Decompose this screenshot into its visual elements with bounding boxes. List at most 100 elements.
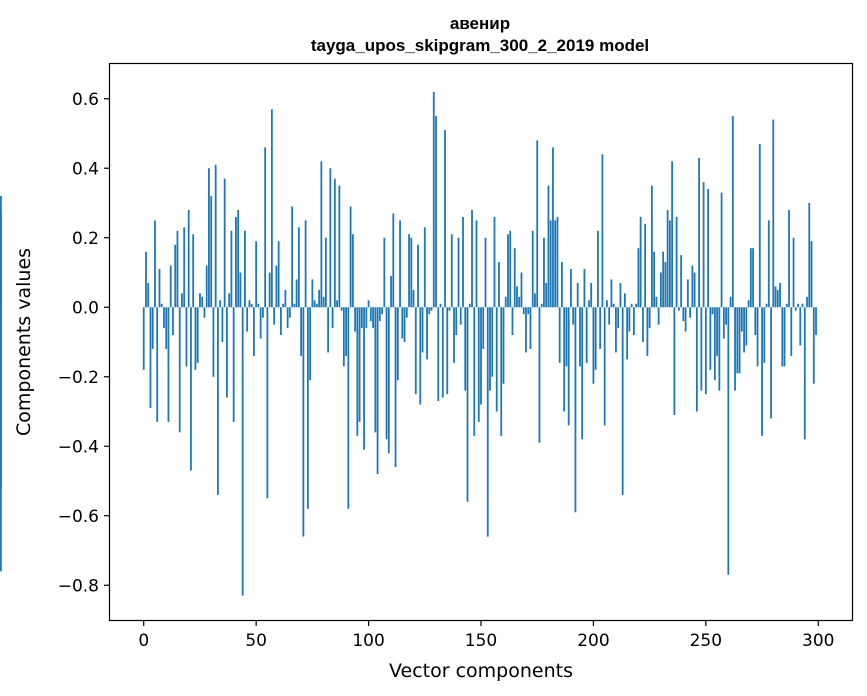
bar-29 — [208, 168, 210, 308]
bar-203 — [599, 307, 602, 349]
bar-19 — [185, 307, 188, 367]
bar-24 — [196, 307, 199, 363]
bar-39 — [230, 230, 233, 308]
x-tick-label: 250 — [690, 631, 722, 651]
bar-179 — [545, 282, 548, 308]
bar-222 — [641, 307, 644, 342]
bar-82 — [327, 307, 329, 353]
bar-111 — [392, 213, 395, 308]
x-tick-label: 200 — [577, 631, 609, 651]
bar-255 — [716, 307, 718, 356]
bar-6 — [156, 307, 159, 422]
bar-26 — [201, 296, 204, 308]
bar-41 — [235, 216, 237, 308]
y-tick-label: 0.2 — [72, 229, 99, 249]
bar-296 — [808, 203, 811, 308]
y-tick-label: 0.4 — [72, 159, 99, 179]
bar-240 — [682, 307, 685, 322]
bar-227 — [653, 251, 656, 308]
bar-264 — [736, 307, 739, 374]
bar-193 — [576, 282, 579, 308]
bar-137 — [450, 234, 453, 308]
bar-250 — [704, 307, 707, 395]
bar-239 — [680, 255, 683, 308]
bar-285 — [783, 307, 786, 367]
bar-62 — [282, 303, 285, 308]
bar-160 — [502, 307, 505, 384]
bar-35 — [221, 307, 224, 342]
bar-74 — [309, 307, 312, 381]
bar-205 — [603, 307, 606, 426]
bar-188 — [565, 307, 568, 367]
bar-206 — [606, 300, 608, 308]
bar-122 — [417, 244, 419, 308]
bar-33 — [217, 307, 219, 495]
bar-229 — [657, 307, 660, 325]
bar-277 — [765, 303, 768, 308]
bar-272 — [754, 307, 757, 336]
bar-18 — [183, 227, 186, 308]
bar-299 — [815, 307, 817, 336]
bar-181 — [549, 220, 552, 308]
bar-144 — [466, 307, 469, 502]
bar-115 — [401, 307, 404, 339]
bar-37 — [226, 307, 228, 398]
bar-278 — [767, 220, 770, 308]
bar-51 — [257, 303, 260, 308]
bar-46 — [246, 307, 249, 332]
bar-120 — [412, 289, 415, 308]
bar-34 — [219, 300, 222, 308]
bar-135 — [446, 307, 449, 395]
bar-190 — [570, 269, 572, 308]
bar-241 — [684, 307, 687, 332]
bar-242 — [686, 279, 689, 308]
x-axis-ticks: 0 50 100 150 200 250 300 — [138, 620, 834, 651]
bar-195 — [581, 307, 584, 440]
bar-156 — [493, 216, 496, 308]
bar-9 — [163, 307, 165, 329]
bar-98 — [363, 307, 365, 450]
bar-108 — [385, 307, 388, 440]
bar-8 — [160, 303, 163, 308]
bar-225 — [648, 307, 651, 329]
bar-21 — [190, 307, 192, 471]
bar-103 — [374, 307, 377, 433]
bar-209 — [612, 303, 615, 308]
bar-164 — [511, 307, 514, 336]
bar-70 — [300, 307, 303, 356]
bar-200 — [592, 307, 595, 384]
bar-109 — [387, 307, 390, 454]
bar-232 — [664, 262, 667, 308]
bar-199 — [590, 282, 593, 308]
bar-220 — [637, 248, 640, 308]
bar-13 — [172, 307, 174, 336]
y-axis-ticks: 0.6 0.4 0.2 0.0 −0.2 −0.4 −0.6 −0.8 — [58, 90, 110, 596]
bar-15 — [176, 230, 179, 308]
bar-202 — [597, 230, 599, 308]
bar-105 — [378, 307, 381, 322]
bar-106 — [381, 307, 383, 315]
bar-157 — [495, 307, 498, 412]
bar-59 — [275, 265, 278, 308]
bar-294 — [803, 307, 806, 440]
bar-85 — [333, 178, 336, 308]
bar-112 — [394, 307, 397, 468]
y-tick-label: 0.6 — [72, 90, 99, 110]
bar-53 — [262, 307, 264, 318]
bar-139 — [455, 307, 458, 336]
bar-136 — [448, 307, 451, 311]
bar-172 — [529, 307, 532, 349]
bar-251 — [707, 189, 709, 308]
bar-271 — [752, 248, 754, 308]
bar-150 — [480, 307, 482, 405]
bar-249 — [702, 182, 705, 308]
bar-4 — [151, 307, 154, 349]
bar-58 — [273, 307, 276, 325]
bar-52 — [259, 307, 262, 339]
bar-119 — [410, 237, 413, 308]
bar-268 — [745, 307, 748, 346]
bar-189 — [567, 307, 570, 426]
bar-116 — [403, 307, 406, 342]
bar-1 — [145, 251, 147, 308]
bar-217 — [630, 303, 633, 308]
